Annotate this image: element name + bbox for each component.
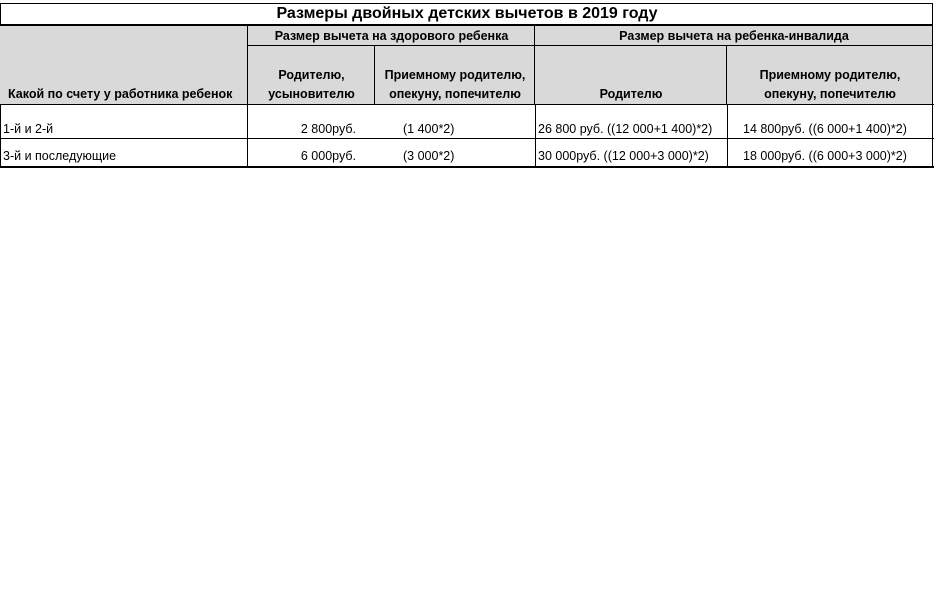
- header-row-label-cell: [0, 26, 248, 105]
- header-disabled-foster-1: Приемному родителю,: [759, 68, 901, 82]
- title-cell: [0, 3, 933, 26]
- disabled-foster-amount: 18 000руб. ((6 000+3 000)*2): [743, 149, 907, 163]
- header-healthy-group-cell: [248, 26, 535, 46]
- healthy-amount: 2 800руб.: [300, 122, 356, 136]
- healthy-formula: (1 400*2): [403, 122, 455, 136]
- header-healthy-foster-cell: [375, 46, 535, 105]
- header-disabled-foster-2: опекуну, попечителю: [764, 87, 896, 101]
- header-disabled-foster-cell: [727, 46, 933, 105]
- row-label: 3-й и последующие: [3, 149, 117, 163]
- header-healthy-parent-1: Родителю,: [278, 68, 345, 82]
- header-disabled-group-cell: [535, 26, 933, 46]
- header-healthy-parent-2: усыновителю: [268, 87, 355, 101]
- header-healthy-foster-1: Приемному родителю,: [384, 68, 526, 82]
- table-title: Размеры двойных детских вычетов в 2019 г…: [276, 5, 658, 22]
- header-disabled-group: Размер вычета на ребенка-инвалида: [619, 29, 849, 43]
- header-row-label: Какой по счету у работника ребенок: [8, 87, 233, 101]
- healthy-amount: 6 000руб.: [300, 149, 356, 163]
- healthy-formula: (3 000*2): [403, 149, 455, 163]
- header-healthy-parent-cell: [248, 46, 375, 105]
- disabled-foster-amount: 14 800руб. ((6 000+1 400)*2): [743, 122, 907, 136]
- disabled-parent-amount: 26 800 руб. ((12 000+1 400)*2): [538, 122, 713, 136]
- header-disabled-parent: Родителю: [599, 87, 663, 101]
- disabled-parent-amount: 30 000руб. ((12 000+3 000)*2): [538, 149, 709, 163]
- header-disabled-parent-cell: [535, 46, 727, 105]
- header-healthy-foster-2: опекуну, попечителю: [389, 87, 521, 101]
- header-healthy-group: Размер вычета на здорового ребенка: [274, 29, 509, 43]
- row-label: 1-й и 2-й: [3, 122, 54, 136]
